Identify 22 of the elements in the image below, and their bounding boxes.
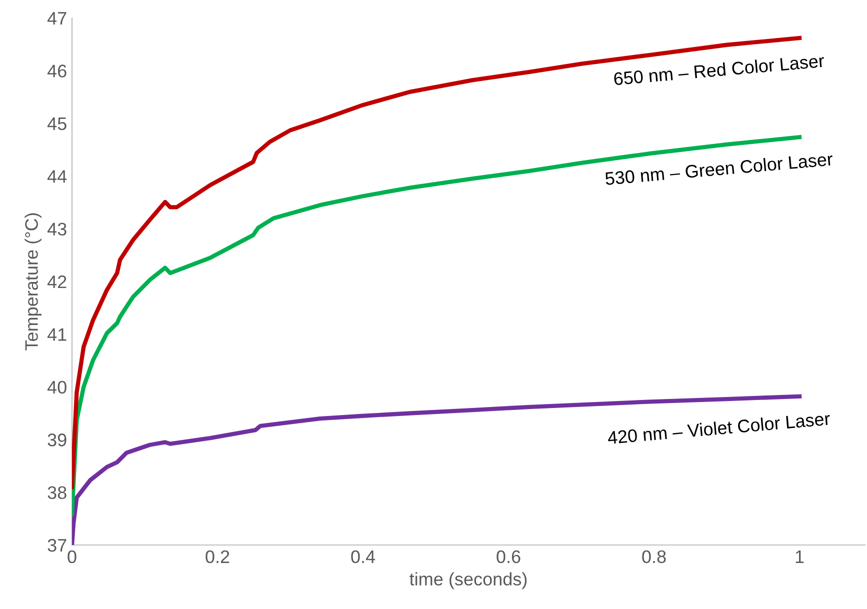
y-tick-label: 39 xyxy=(48,434,66,446)
x-tick-label: 0.4 xyxy=(351,550,376,564)
y-tick-label: 47 xyxy=(47,12,66,25)
y-tick-label: 37 xyxy=(48,538,66,552)
y-tick-label: 40 xyxy=(47,380,66,394)
y-tick-label: 46 xyxy=(47,64,66,78)
x-axis-title: time (seconds) xyxy=(410,572,527,590)
series-label: 530 nm – Green Color Laser xyxy=(604,152,834,186)
y-tick-label: 42 xyxy=(47,275,66,288)
x-tick-label: 0.8 xyxy=(642,550,666,564)
series-label: 650 nm – Red Color Laser xyxy=(614,54,825,86)
x-tick-label: 0.6 xyxy=(496,550,520,564)
y-tick-label: 44 xyxy=(47,170,67,183)
x-tick-label: 0.2 xyxy=(206,550,230,564)
y-axis-title: Temperature (°C) xyxy=(24,213,42,350)
y-tick-label: 41 xyxy=(47,328,66,341)
x-tick-label: 1 xyxy=(796,550,804,563)
y-tick-label: 45 xyxy=(47,118,66,130)
y-tick-label: 43 xyxy=(47,222,66,236)
x-tick-label: 0 xyxy=(68,550,76,564)
series-label: 420 nm – Violet Color Laser xyxy=(607,412,830,444)
y-tick-label: 38 xyxy=(48,486,66,500)
